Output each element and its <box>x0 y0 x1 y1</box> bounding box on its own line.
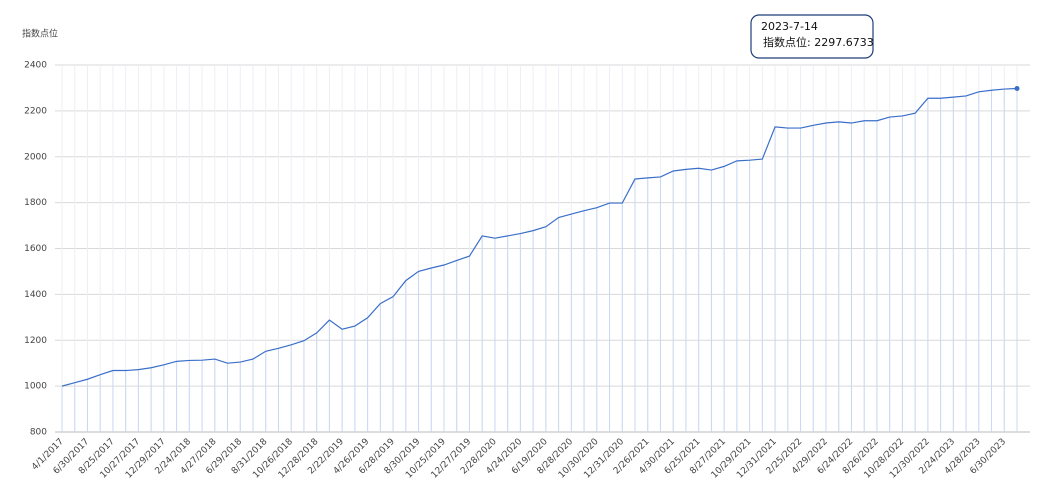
series-line <box>61 87 1018 387</box>
tooltip-title: 2023-7-14 <box>761 20 818 33</box>
y-tick-label: 2000 <box>24 152 47 162</box>
y-tick-label: 1600 <box>24 244 47 254</box>
hover-marker <box>1014 85 1020 91</box>
tooltip-text: 指数点位: 2297.6733 <box>763 35 874 49</box>
y-tick-label: 1000 <box>24 382 47 392</box>
y-tick-label: 1800 <box>24 198 47 208</box>
y-tick-label: 1400 <box>24 290 47 300</box>
y-tick-label: 1200 <box>24 336 47 346</box>
tooltip-box <box>750 14 874 59</box>
y-axis-label: 指数点位 <box>22 28 58 40</box>
y-tick-label: 800 <box>30 428 47 438</box>
y-tick-label: 2400 <box>24 61 47 71</box>
y-tick-label: 2200 <box>24 106 47 116</box>
